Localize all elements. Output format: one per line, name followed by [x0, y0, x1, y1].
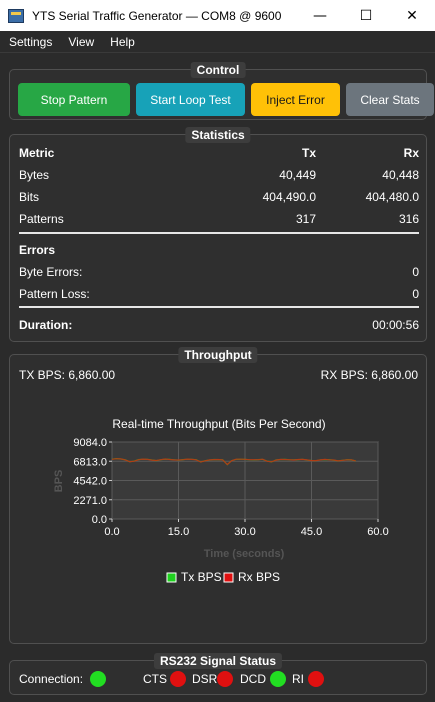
throughput-group: Throughput TX BPS: 6,860.00 RX BPS: 6,86…: [9, 347, 427, 644]
duration-label: Duration:: [19, 318, 73, 332]
x-axis-label: Time (seconds): [204, 548, 285, 560]
ri-led: [308, 671, 324, 687]
connection-label: Connection:: [19, 672, 84, 686]
chart-legend: Tx BPS Rx BPS: [166, 570, 280, 584]
cts-label: CTS: [143, 672, 167, 686]
y-axis-label: BPS: [53, 470, 65, 493]
rx-header: Rx: [403, 146, 419, 160]
dsr-label: DSR: [192, 672, 218, 686]
chart-ticks: 0.0 15.0 30.0 45.0 60.0 0.0 2271.0 4542.0 6813.0…: [73, 437, 388, 538]
title-bar: YTS Serial Traffic Generator — COM8 @ 96…: [0, 0, 435, 31]
throughput-group-title: Throughput: [178, 347, 258, 363]
byte-errors-label: Byte Errors:: [19, 265, 83, 279]
series-line-rx: [111, 458, 356, 466]
x-tick-label: 45.0: [301, 526, 322, 538]
tx-value: 317: [295, 212, 316, 226]
rx-value: 404,480.0: [365, 190, 419, 204]
window-title: YTS Serial Traffic Generator — COM8 @ 96…: [32, 8, 282, 23]
legend-label: Tx BPS: [181, 570, 222, 584]
legend-swatch: [223, 572, 234, 583]
tx-header: Tx: [301, 146, 316, 160]
stats-separator: [19, 306, 419, 308]
y-tick-label: 4542.0: [73, 476, 107, 488]
x-tick-label: 30.0: [234, 526, 255, 538]
duration-value: 00:00:56: [372, 318, 419, 332]
pattern-loss-label: Pattern Loss:: [19, 287, 90, 301]
chart-series: [111, 457, 356, 466]
app-icon: [8, 8, 24, 23]
dcd-led: [270, 671, 286, 687]
chart-title: Real-time Throughput (Bits Per Second): [112, 417, 325, 431]
menu-bar: Settings View Help: [0, 31, 435, 53]
signal-status-group: RS232 Signal Status Connection: CTS DSR …: [9, 653, 428, 695]
stats-row-patterns: Patterns 317 316: [19, 212, 419, 228]
rx-bps-readout: RX BPS: 6,860.00: [320, 368, 418, 382]
statistics-group-title: Statistics: [185, 127, 251, 143]
inject-error-button[interactable]: Inject Error: [251, 83, 340, 116]
duration-row: Duration: 00:00:56: [19, 318, 419, 334]
pattern-loss-value: 0: [412, 287, 419, 301]
legend-swatch: [166, 572, 177, 583]
tx-value: 404,490.0: [262, 190, 316, 204]
byte-errors-value: 0: [412, 265, 419, 279]
close-button[interactable]: ✕: [406, 7, 418, 24]
byte-errors-row: Byte Errors: 0: [19, 265, 419, 281]
stats-row-bits: Bits 404,490.0 404,480.0: [19, 190, 419, 206]
dcd-label: DCD: [240, 672, 266, 686]
metric-label: Bytes: [19, 168, 50, 182]
control-group-title: Control: [190, 62, 246, 78]
pattern-loss-row: Pattern Loss: 0: [19, 287, 419, 303]
metric-header: Metric: [19, 146, 55, 160]
errors-header: Errors: [19, 243, 56, 257]
signal-status-group-title: RS232 Signal Status: [153, 653, 283, 669]
metric-label: Patterns: [19, 212, 64, 226]
menu-help[interactable]: Help: [110, 34, 135, 49]
tx-bps-readout: TX BPS: 6,860.00: [19, 368, 116, 382]
menu-settings[interactable]: Settings: [9, 34, 53, 49]
stats-separator: [19, 232, 419, 234]
throughput-chart: Real-time Throughput (Bits Per Second) 0…: [53, 417, 389, 584]
y-tick-label: 0.0: [92, 514, 107, 526]
connection-led: [90, 671, 106, 687]
cts-led: [170, 671, 186, 687]
y-tick-label: 9084.0: [73, 437, 107, 449]
stats-header-row: Metric Tx Rx: [19, 146, 419, 162]
x-tick-label: 0.0: [104, 526, 119, 538]
menu-view[interactable]: View: [68, 34, 95, 49]
y-tick-label: 6813.0: [73, 456, 107, 468]
dsr-led: [217, 671, 233, 687]
metric-label: Bits: [19, 190, 40, 204]
errors-header-row: Errors: [19, 243, 419, 259]
signal-row: Connection: CTS DSR DCD RI: [10, 670, 428, 688]
rx-value: 40,448: [382, 168, 419, 182]
x-tick-label: 15.0: [168, 526, 189, 538]
rx-value: 316: [398, 212, 419, 226]
control-group: Control Stop Pattern Start Loop Test Inj…: [9, 62, 434, 120]
clear-stats-button[interactable]: Clear Stats: [346, 83, 434, 116]
stats-row-bytes: Bytes 40,449 40,448: [19, 168, 419, 184]
control-button-row: Stop Pattern Start Loop Test Inject Erro…: [18, 83, 434, 116]
minimize-button[interactable]: —: [313, 7, 327, 24]
statistics-group: Statistics Metric Tx Rx Bytes 40,449 40,…: [9, 127, 427, 342]
ri-label: RI: [292, 672, 304, 686]
start-loop-test-button[interactable]: Start Loop Test: [136, 83, 245, 116]
maximize-button[interactable]: ☐: [359, 7, 373, 24]
x-tick-label: 60.0: [367, 526, 388, 538]
y-tick-label: 2271.0: [73, 495, 107, 507]
legend-label: Rx BPS: [238, 570, 280, 584]
tx-value: 40,449: [279, 168, 316, 182]
stop-pattern-button[interactable]: Stop Pattern: [18, 83, 130, 116]
